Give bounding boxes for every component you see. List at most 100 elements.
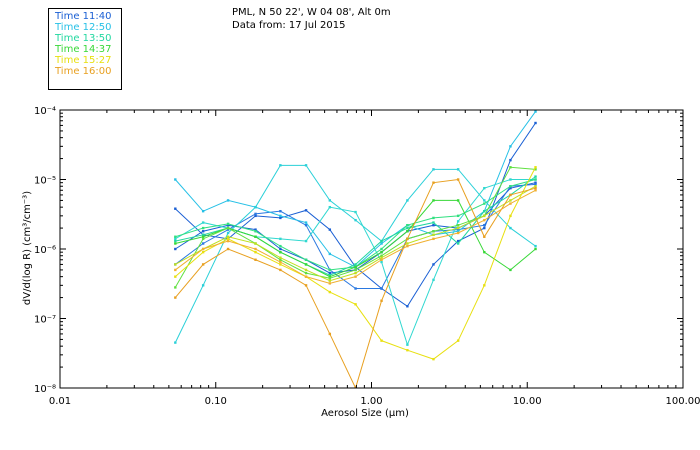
- series-line: [175, 179, 536, 271]
- data-point: [483, 224, 486, 227]
- legend-item-2: Time 12:50: [55, 22, 112, 33]
- data-point: [354, 303, 357, 306]
- data-point: [226, 222, 230, 226]
- data-point: [226, 199, 230, 202]
- data-point: [483, 186, 486, 190]
- data-point: [456, 220, 460, 223]
- data-point: [254, 230, 257, 233]
- data-point: [254, 258, 257, 261]
- data-point: [174, 178, 177, 181]
- data-point: [328, 273, 332, 277]
- data-point: [304, 268, 308, 272]
- data-point: [201, 209, 205, 213]
- data-point: [380, 260, 383, 264]
- data-point: [226, 226, 230, 230]
- data-point: [226, 235, 230, 238]
- data-point: [304, 275, 308, 278]
- x-tick-label: 0.10: [205, 396, 227, 407]
- series-group: [174, 199, 537, 278]
- data-point: [534, 181, 537, 184]
- data-point: [380, 247, 383, 251]
- x-tick-label: 0.01: [49, 396, 71, 407]
- data-point: [354, 210, 357, 214]
- data-point: [509, 158, 512, 162]
- data-point: [380, 339, 383, 342]
- data-point: [354, 386, 357, 388]
- data-point: [406, 305, 409, 308]
- series-line: [175, 182, 536, 274]
- data-point: [534, 247, 537, 251]
- x-tick-label: 10.00: [513, 396, 542, 407]
- data-point: [534, 186, 537, 190]
- data-point: [201, 226, 205, 230]
- data-point: [483, 284, 486, 287]
- data-point: [534, 178, 537, 181]
- data-point: [534, 185, 537, 188]
- data-point: [456, 226, 460, 230]
- data-point: [432, 168, 435, 171]
- data-point: [279, 209, 282, 213]
- data-point: [406, 224, 409, 227]
- data-point: [201, 235, 205, 238]
- data-point: [406, 244, 409, 248]
- data-point: [226, 224, 230, 227]
- data-point: [380, 287, 383, 290]
- data-point: [456, 178, 460, 181]
- data-point: [304, 164, 308, 167]
- data-point: [254, 228, 257, 231]
- data-point: [483, 235, 486, 238]
- data-point: [304, 209, 308, 212]
- legend-item-1: Time 11:40: [55, 11, 112, 22]
- data-point: [328, 205, 332, 209]
- data-point: [406, 226, 409, 230]
- series-group: [174, 178, 537, 272]
- legend: Time 11:40 Time 12:50 Time 13:50 Time 14…: [48, 8, 122, 90]
- data-point: [432, 237, 435, 241]
- data-point: [254, 212, 257, 216]
- series-line: [175, 179, 536, 347]
- data-point: [304, 224, 308, 227]
- data-point: [279, 263, 282, 266]
- legend-item-5: Time 15:27: [55, 55, 112, 66]
- series-group: [174, 178, 537, 347]
- data-point: [328, 275, 332, 278]
- data-point: [432, 230, 435, 233]
- data-point: [279, 250, 282, 254]
- data-point: [456, 339, 460, 342]
- data-point: [174, 263, 177, 266]
- data-point: [432, 357, 435, 361]
- data-point: [226, 239, 230, 243]
- data-point: [254, 247, 257, 251]
- data-point: [328, 279, 332, 282]
- x-tick-label: 1.00: [360, 396, 382, 407]
- data-point: [201, 230, 205, 233]
- y-tick-label: 10⁻⁴: [34, 106, 56, 117]
- series-line: [174, 111, 536, 268]
- data-point: [201, 263, 205, 266]
- data-point: [279, 164, 282, 167]
- data-point: [226, 247, 230, 251]
- data-point: [354, 218, 357, 222]
- y-tick-label: 10⁻⁷: [34, 315, 56, 326]
- series-group: [174, 166, 537, 361]
- data-point: [534, 189, 537, 192]
- series-group: [174, 110, 537, 269]
- data-point: [534, 168, 537, 171]
- data-point: [432, 221, 435, 224]
- y-tick-label: 10⁻⁵: [34, 176, 56, 187]
- data-point: [354, 287, 357, 290]
- location-title: PML, N 50 22', W 04 08', Alt 0m: [232, 7, 391, 18]
- data-point: [432, 278, 435, 282]
- data-point: [201, 284, 205, 287]
- data-point: [328, 290, 332, 294]
- data-point: [201, 221, 205, 224]
- data-point: [534, 166, 537, 169]
- data-point: [354, 263, 357, 266]
- data-point: [254, 250, 257, 254]
- data-point: [174, 239, 177, 243]
- data-point: [456, 168, 460, 171]
- data-point: [174, 247, 177, 251]
- data-point: [380, 256, 383, 259]
- x-tick-label: 100.00: [666, 396, 700, 407]
- data-point: [380, 254, 383, 257]
